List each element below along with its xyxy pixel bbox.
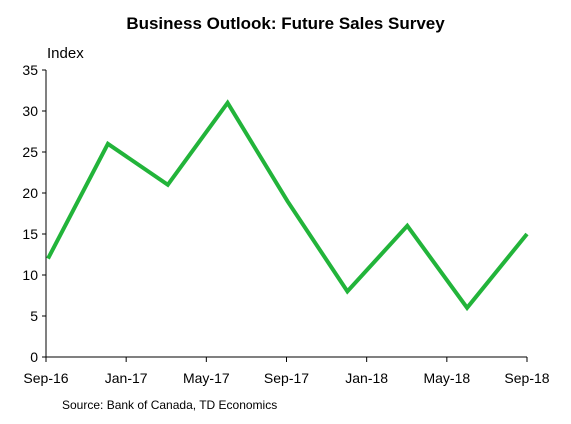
chart-title: Business Outlook: Future Sales Survey	[126, 14, 445, 33]
y-tick-label: 10	[22, 267, 38, 283]
y-tick-label: 0	[30, 349, 38, 365]
x-tick-label: May-17	[183, 370, 230, 386]
x-tick-label: Sep-18	[504, 370, 549, 386]
y-tick-label: 35	[22, 62, 38, 78]
x-tick-label: May-18	[423, 370, 470, 386]
x-tick-label: Sep-17	[264, 370, 309, 386]
series-group	[46, 99, 529, 312]
x-tick-label: Jan-18	[345, 370, 388, 386]
y-tick-label: 20	[22, 185, 38, 201]
series-line	[46, 99, 529, 312]
y-axis: 0 5 10 15 20 25 30 35	[22, 62, 47, 365]
y-axis-title: Index	[47, 45, 84, 62]
y-tick-label: 5	[30, 308, 38, 324]
y-tick-label: 25	[22, 144, 38, 160]
x-tick-label: Sep-16	[23, 370, 68, 386]
y-tick-label: 30	[22, 103, 38, 119]
chart-source: Source: Bank of Canada, TD Economics	[62, 398, 278, 412]
x-tick-label: Jan-17	[105, 370, 148, 386]
x-axis: Sep-16 Jan-17 May-17 Sep-17 Jan-18 May-18 Sep-…	[23, 356, 550, 386]
y-tick-label: 15	[22, 226, 38, 242]
